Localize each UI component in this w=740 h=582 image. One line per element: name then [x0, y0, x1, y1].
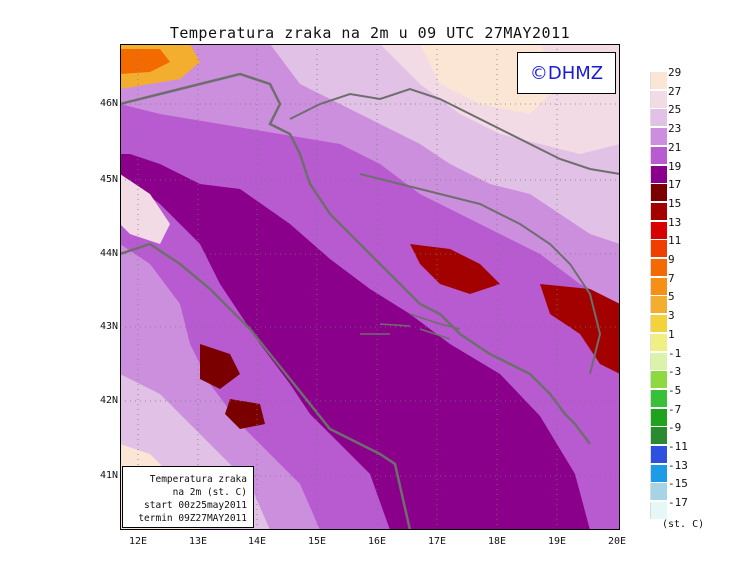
coastline-italy [120, 242, 412, 530]
legend-label: 3 [668, 309, 675, 323]
legend-swatch [650, 202, 667, 220]
map-frame [120, 44, 620, 530]
temperature-map [120, 44, 620, 530]
legend-swatch [650, 259, 667, 276]
legend-swatch [650, 128, 667, 146]
lon-label: 14E [247, 536, 267, 547]
coastline-adriatic [120, 72, 591, 445]
lon-label: 12E [128, 536, 148, 547]
legend-label: -17 [668, 496, 688, 510]
temp-band-17-italy [200, 344, 240, 389]
legend-label: -5 [668, 383, 682, 397]
info-line-2: na 2m (st. C) [172, 487, 247, 498]
lon-label: 17E [427, 536, 447, 547]
temp-band-17 [410, 244, 500, 294]
lat-label: 43N [99, 321, 118, 332]
legend-swatch [650, 221, 667, 239]
legend-label: 1 [668, 327, 675, 341]
legend-label: 13 [668, 215, 682, 229]
legend-swatch [650, 296, 667, 314]
legend-swatch [650, 371, 667, 389]
lon-label: 15E [307, 536, 327, 547]
dhmz-credit: ©DHMZ [517, 52, 616, 94]
legend-label: 21 [668, 140, 682, 154]
legend-swatch [650, 165, 667, 183]
legend-label: 17 [668, 178, 682, 192]
graticule [120, 44, 620, 530]
legend-swatch [650, 483, 667, 501]
legend-swatch [650, 240, 667, 258]
legend-swatch [650, 427, 667, 445]
legend-swatch [650, 90, 667, 108]
legend-label: -11 [668, 440, 688, 453]
legend-swatch [650, 109, 667, 127]
legend-swatch [650, 352, 667, 370]
legend-label: 23 [668, 122, 682, 136]
legend-swatch [650, 146, 667, 164]
legend-label: 25 [668, 103, 682, 117]
info-line-3: start 00z25may2011 [144, 500, 247, 511]
border-croatia [289, 87, 620, 175]
lat-label: 46N [99, 98, 118, 109]
temp-band-17-east [540, 284, 620, 374]
map-title: Temperatura zraka na 2m u 09 UTC 27MAY20… [169, 24, 571, 42]
legend-swatch [650, 464, 667, 482]
legend-label: 7 [668, 271, 675, 285]
legend-swatch [650, 446, 667, 463]
lat-label: 41N [99, 470, 118, 481]
temp-band-hot-core [120, 49, 170, 74]
info-box: Temperatura zraka na 2m (st. C) start 00… [122, 466, 254, 528]
legend-swatch [650, 72, 667, 89]
info-line-4: termin 09Z27MAY2011 [138, 513, 247, 524]
legend-swatch [650, 389, 667, 407]
legend-label: 29 [668, 66, 682, 79]
temp-band-17-italy-b [225, 399, 265, 429]
temp-band-27-west [120, 174, 170, 244]
color-legend: 29 27 25 23 21 19 17 15 13 11 9 7 5 3 1 -1 -3 -5 -7 -9 -11 -1… [650, 66, 740, 542]
info-line-1: Temperatura zraka [149, 474, 247, 485]
legend-swatch [650, 277, 667, 295]
legend-label: 9 [668, 253, 675, 266]
legend-label: 19 [668, 159, 682, 173]
legend-unit: (st. C) [662, 519, 705, 530]
legend-label: 11 [668, 234, 682, 248]
legend-label: -9 [668, 421, 682, 435]
lon-label: 20E [607, 536, 627, 547]
lon-label: 18E [487, 536, 507, 547]
legend-label: -13 [668, 458, 688, 472]
lat-label: 42N [99, 395, 118, 406]
legend-swatch [650, 408, 667, 426]
legend-swatch [650, 333, 667, 351]
islands-dalmatia [360, 313, 461, 340]
legend-label: -1 [668, 346, 682, 360]
legend-swatch [650, 502, 667, 520]
legend-label: 15 [668, 196, 682, 210]
lon-label: 16E [367, 536, 387, 547]
legend-label: -7 [668, 402, 682, 416]
legend-label: -3 [668, 365, 682, 379]
legend-swatch [650, 315, 667, 333]
lat-label: 44N [99, 248, 118, 259]
legend-label: -15 [668, 477, 688, 491]
legend-swatch [650, 184, 667, 202]
border-bosnia [359, 173, 602, 375]
temperature-field [120, 44, 620, 530]
lon-label: 19E [547, 536, 567, 547]
lon-label: 13E [188, 536, 208, 547]
legend-label: 5 [668, 290, 675, 304]
legend-label: 27 [668, 84, 682, 98]
lat-label: 45N [99, 174, 118, 185]
